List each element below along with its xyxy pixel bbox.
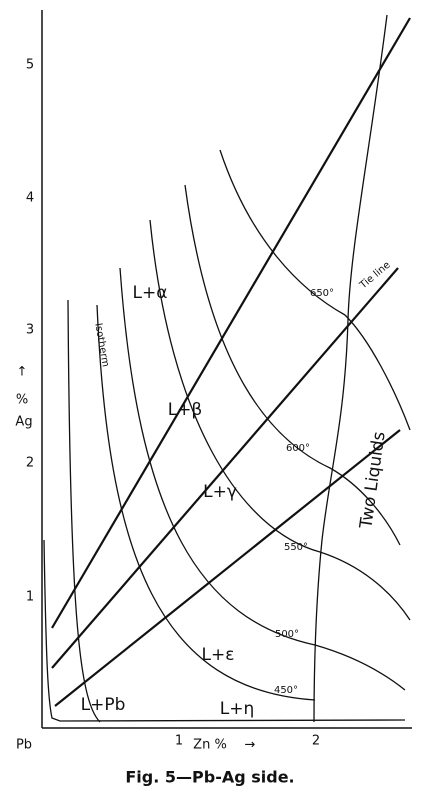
isotherm-curve [184, 184, 401, 546]
isotherm-curve [67, 299, 101, 723]
y-axis-percent: % [16, 393, 28, 408]
isotherm-curve [119, 267, 406, 691]
y-axis-label: Ag [15, 415, 32, 430]
region-label: L+γ [203, 482, 237, 502]
isotherm-label: 550° [284, 542, 308, 553]
tie-line [51, 17, 411, 629]
annotation: Isotherm [92, 322, 111, 368]
isotherm-label: 650° [310, 288, 334, 299]
region-label: L+β [168, 400, 203, 420]
caption: Fig. 5—Pb-Ag side. [125, 768, 294, 787]
x-axis-arrow: → [245, 738, 256, 753]
x-axis-label: Zn % [193, 738, 227, 753]
region-label: Two Liquids [356, 430, 390, 530]
y-tick-label: 4 [26, 191, 34, 206]
y-axis-arrow: ↑ [17, 365, 28, 380]
origin-label: Pb [16, 738, 32, 753]
y-tick-label: 5 [26, 58, 34, 73]
miscibility-boundary [313, 14, 388, 723]
tie-line [51, 267, 399, 669]
lead-boundary [43, 539, 406, 722]
region-label: L+ε [202, 645, 235, 665]
x-tick-label: 2 [312, 734, 320, 749]
isotherm-curve [96, 304, 316, 701]
isotherm-label: 450° [274, 685, 298, 696]
isotherm-curve [149, 219, 411, 621]
isotherm-label: 600° [286, 443, 310, 454]
region-label: L+α [133, 283, 168, 303]
isotherm-curve [219, 149, 411, 431]
isotherm-label: 500° [275, 629, 299, 640]
region-label: L+Pb [81, 695, 126, 715]
y-tick-label: 2 [26, 456, 34, 471]
region-label: L+η [220, 699, 255, 719]
y-tick-label: 3 [26, 323, 34, 338]
annotation: Tie line [357, 260, 392, 292]
x-tick-label: 1 [175, 734, 183, 749]
y-tick-label: 1 [26, 590, 34, 605]
